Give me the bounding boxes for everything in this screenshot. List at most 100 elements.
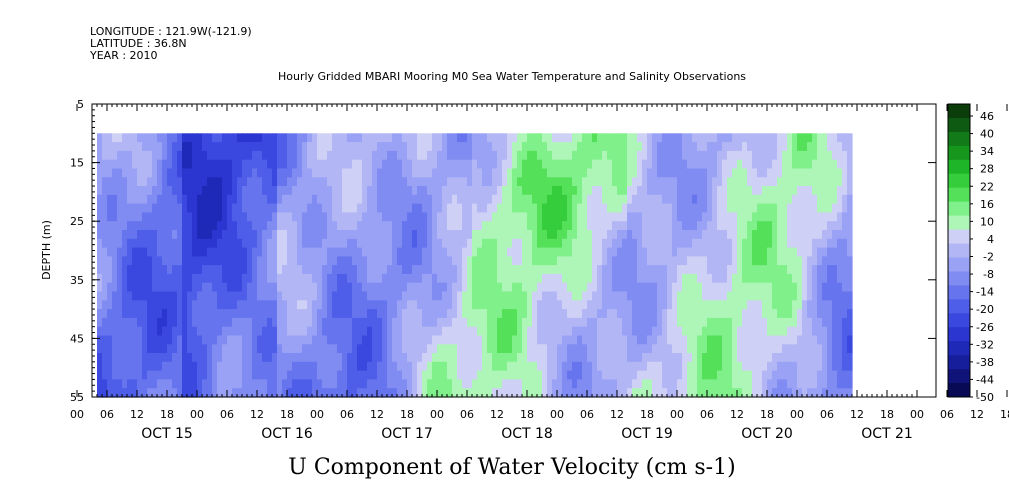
heat-cell: [387, 142, 393, 152]
heat-cell: [782, 273, 788, 284]
heat-cell: [137, 168, 143, 178]
heat-cell: [462, 142, 468, 152]
heat-cell: [242, 221, 248, 231]
heat-cell: [482, 177, 488, 187]
heat-cell: [357, 247, 363, 257]
heat-cell: [122, 344, 128, 354]
heat-cell: [357, 335, 363, 345]
heat-cell: [142, 309, 148, 319]
heat-cell: [662, 335, 668, 345]
heat-cell: [847, 221, 853, 231]
heat-cell: [792, 344, 798, 354]
heat-cell: [167, 291, 173, 301]
heat-cell: [527, 379, 533, 389]
heat-cell: [582, 247, 588, 257]
heat-cell: [212, 388, 218, 398]
heat-cell: [827, 300, 833, 310]
heat-cell: [252, 326, 258, 337]
heat-cell: [542, 309, 548, 319]
heat-cell: [332, 168, 338, 178]
heat-cell: [517, 230, 523, 240]
heat-cell: [772, 168, 778, 178]
heat-cell: [627, 256, 633, 266]
heat-cell: [342, 194, 348, 205]
heat-cell: [822, 221, 828, 231]
heat-cell: [382, 265, 388, 275]
heat-cell: [797, 370, 803, 380]
heat-cell: [332, 203, 338, 213]
heat-cell: [567, 370, 573, 380]
heat-cell: [612, 159, 618, 170]
heat-cell: [302, 186, 308, 196]
heat-cell: [347, 273, 353, 284]
heat-cell: [512, 133, 518, 143]
heat-cell: [797, 186, 803, 196]
heat-cell: [687, 159, 693, 170]
heat-cell: [827, 265, 833, 275]
heat-cell: [107, 273, 113, 284]
heat-cell: [557, 177, 563, 187]
heat-cell: [742, 326, 748, 337]
heat-cell: [622, 194, 628, 205]
heat-cell: [772, 150, 778, 161]
heat-cell: [447, 370, 453, 380]
heat-cell: [782, 379, 788, 389]
heat-cell: [357, 159, 363, 170]
heat-cell: [147, 238, 153, 249]
heat-cell: [437, 256, 443, 266]
heat-cell: [742, 273, 748, 284]
heat-cell: [652, 168, 658, 178]
heat-cell: [797, 361, 803, 372]
heat-cell: [217, 379, 223, 389]
heat-cell: [432, 159, 438, 170]
heat-cell: [702, 291, 708, 301]
heat-cell: [412, 317, 418, 328]
heat-cell: [647, 326, 653, 337]
heat-cell: [722, 370, 728, 380]
heat-cell: [487, 256, 493, 266]
heat-cell: [662, 361, 668, 372]
heat-cell: [647, 317, 653, 328]
heat-cell: [812, 159, 818, 170]
heat-cell: [477, 379, 483, 389]
heat-cell: [832, 203, 838, 213]
heat-cell: [372, 194, 378, 205]
heat-cell: [717, 344, 723, 354]
heat-cell: [557, 344, 563, 354]
heat-cell: [182, 300, 188, 310]
heat-cell: [762, 150, 768, 161]
heat-cell: [507, 282, 513, 293]
heat-cell: [342, 388, 348, 398]
heat-cell: [387, 177, 393, 187]
heat-cell: [422, 150, 428, 161]
heat-cell: [342, 221, 348, 231]
heat-cell: [722, 282, 728, 293]
heat-cell: [522, 265, 528, 275]
heat-cell: [402, 142, 408, 152]
heat-cell: [542, 230, 548, 240]
heat-cell: [772, 370, 778, 380]
heat-cell: [362, 388, 368, 398]
heat-cell: [372, 344, 378, 354]
heat-cell: [832, 344, 838, 354]
heat-cell: [222, 177, 228, 187]
heat-cell: [797, 194, 803, 205]
heat-cell: [377, 309, 383, 319]
heat-cell: [397, 212, 403, 222]
heat-cell: [272, 282, 278, 293]
heat-cell: [287, 194, 293, 205]
heat-cell: [677, 150, 683, 161]
heat-cell: [407, 388, 413, 398]
heat-cell: [552, 168, 558, 178]
heat-cell: [532, 159, 538, 170]
heat-cell: [122, 379, 128, 389]
heat-cell: [397, 309, 403, 319]
heat-cell: [577, 150, 583, 161]
heat-cell: [582, 300, 588, 310]
heat-cell: [267, 326, 273, 337]
heat-cell: [827, 282, 833, 293]
heat-cell: [267, 361, 273, 372]
heat-cell: [757, 353, 763, 363]
heat-cell: [107, 317, 113, 328]
heat-cell: [407, 335, 413, 345]
